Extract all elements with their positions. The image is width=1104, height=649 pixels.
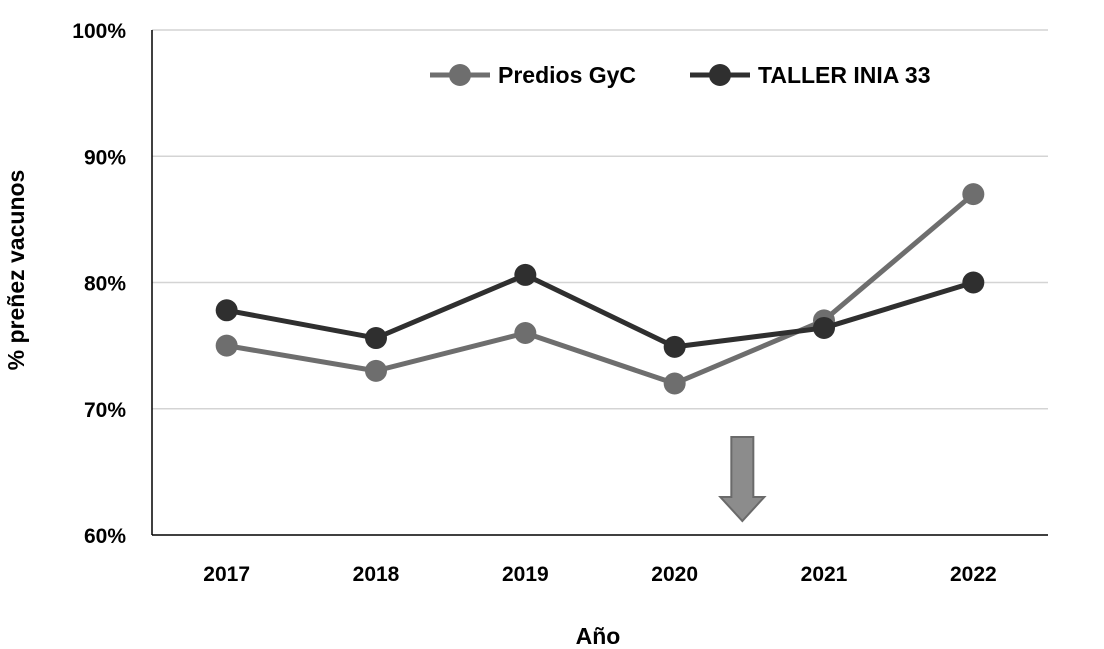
data-point	[365, 327, 387, 350]
x-tick-label: 2021	[801, 563, 848, 586]
data-point	[663, 335, 686, 358]
series-line	[226, 192, 975, 386]
down-arrow-icon	[718, 436, 767, 523]
y-tick-label: 80%	[84, 273, 126, 296]
x-tick-label: 2019	[502, 563, 549, 586]
y-tick-labels: 60% 70% 80% 90% 100%	[72, 20, 126, 548]
gridlines	[152, 29, 1048, 410]
legend-label: TALLER INIA 33	[758, 62, 931, 88]
data-point	[663, 372, 686, 395]
legend-item: TALLER INIA 33	[690, 62, 931, 88]
y-axis-title: % preñez vacunos	[3, 170, 29, 371]
legend-item: Predios GyC	[430, 62, 636, 88]
y-tick-label: 100%	[72, 20, 126, 43]
legend-marker	[709, 64, 731, 86]
axes	[151, 30, 1048, 536]
legend-label: Predios GyC	[498, 62, 636, 88]
x-axis-title: Año	[576, 623, 621, 649]
y-tick-label: 70%	[84, 399, 126, 422]
data-point	[962, 271, 985, 294]
x-tick-label: 2017	[203, 563, 250, 586]
data-point	[215, 334, 238, 357]
data-point	[514, 322, 537, 344]
legend-marker	[449, 64, 471, 86]
y-tick-label: 60%	[84, 525, 126, 548]
data-point	[813, 316, 835, 339]
x-tick-label: 2022	[950, 563, 997, 586]
data-point	[215, 299, 238, 322]
x-tick-label: 2020	[651, 563, 698, 586]
legend: Predios GyC TALLER INIA 33	[430, 62, 931, 88]
annotation-arrow	[718, 436, 767, 523]
y-tick-label: 90%	[84, 146, 126, 169]
x-tick-label: 2018	[353, 563, 400, 586]
series-1	[215, 183, 985, 395]
series-2	[215, 263, 985, 358]
data-point	[365, 359, 387, 382]
x-tick-labels: 2017 2018 2019 2020 2021 2022	[203, 563, 996, 586]
data-point	[962, 183, 985, 206]
data-point	[514, 263, 537, 286]
series-lines	[215, 183, 985, 395]
series-line	[226, 272, 975, 350]
